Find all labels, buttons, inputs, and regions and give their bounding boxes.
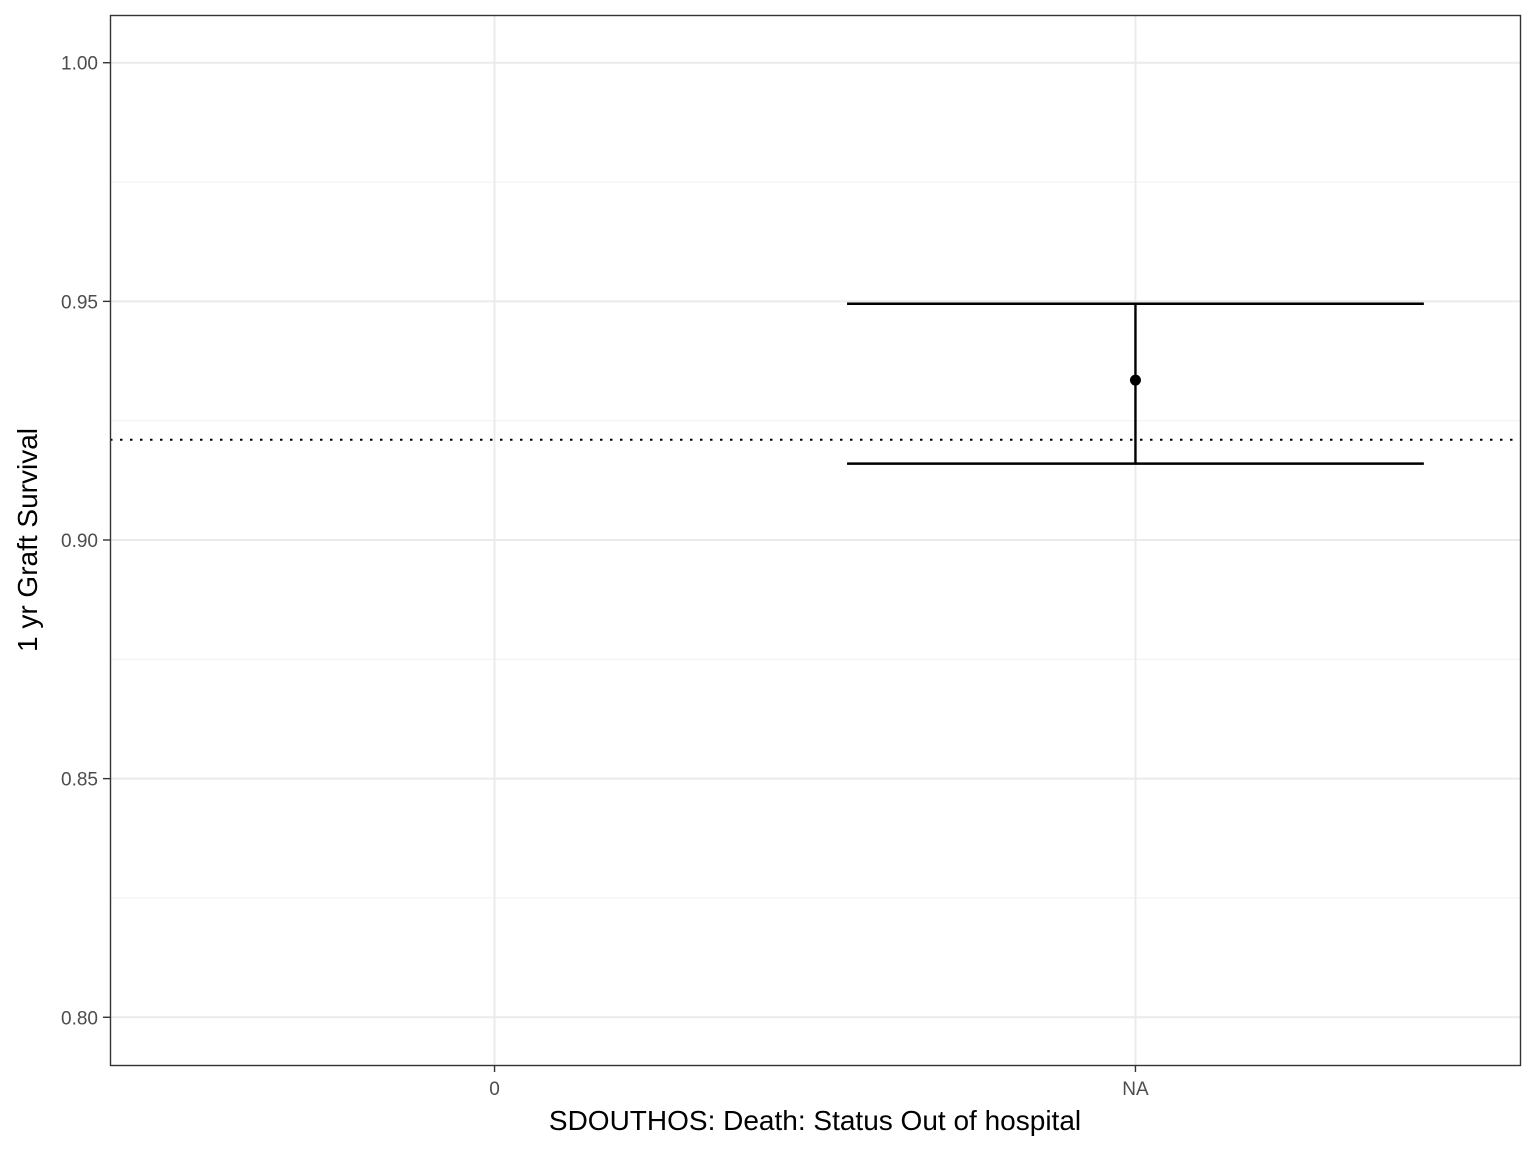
y-tick-label: 0.85 xyxy=(61,770,98,791)
axis-layer: 0.80 0.85 0.90 0.95 1.00 0 NA xyxy=(61,54,1149,1100)
y-tick-label: 1.00 xyxy=(61,54,98,75)
x-tick-label: 0 xyxy=(489,1079,500,1100)
mark-layer xyxy=(847,302,1424,465)
y-axis-title: 1 yr Graft Survival xyxy=(12,428,43,652)
y-tick-label: 0.90 xyxy=(61,531,98,552)
grid-layer xyxy=(110,15,1520,1065)
point-estimate xyxy=(1129,374,1141,386)
y-tick-label: 0.80 xyxy=(61,1008,98,1029)
x-axis-title: SDOUTHOS: Death: Status Out of hospital xyxy=(549,1105,1081,1136)
panel-border xyxy=(109,14,1522,1067)
y-tick-label: 0.95 xyxy=(61,292,98,313)
x-tick-label: NA xyxy=(1122,1079,1149,1100)
